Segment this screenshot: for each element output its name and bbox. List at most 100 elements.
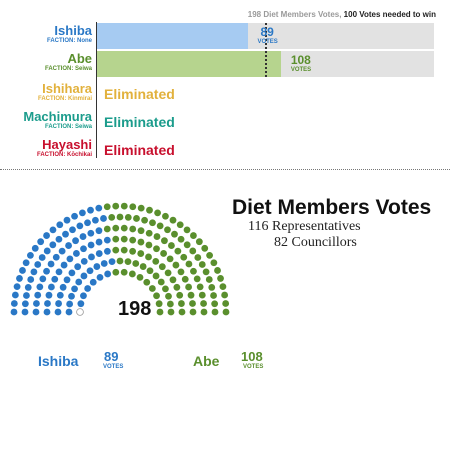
seat-dot — [30, 268, 38, 276]
seat-dot — [169, 276, 177, 284]
seat-dot — [180, 253, 188, 261]
seat-dot — [164, 269, 172, 277]
seat-dot — [166, 300, 174, 308]
bar-votes-label: VOTES — [257, 39, 278, 45]
seat-dot — [63, 216, 71, 224]
bar-abe — [97, 51, 281, 77]
seat-dot — [124, 213, 132, 221]
seat-dot — [174, 247, 182, 255]
seat-dot — [87, 206, 94, 214]
seat-dot — [76, 308, 84, 316]
seat-dot — [185, 260, 193, 268]
seat-dot — [139, 263, 147, 270]
candidate-row-ishihara: Ishihara FACTION: Kinmirai Eliminated — [0, 81, 450, 107]
summary-votes-label: VOTES — [243, 364, 264, 370]
seat-dot — [120, 235, 128, 243]
seat-dot — [22, 259, 30, 267]
seat-dot — [129, 203, 137, 211]
seat-dot — [80, 272, 88, 280]
seat-dot — [37, 238, 45, 246]
seat-dot — [86, 267, 94, 275]
seat-dot — [185, 283, 193, 291]
seat-dot — [51, 275, 59, 283]
parliament-title: Diet Members Votes — [232, 196, 432, 219]
seat-dot — [153, 245, 160, 253]
seat-dot — [137, 238, 145, 246]
seat-dot — [43, 232, 50, 239]
seat-dot — [189, 308, 197, 316]
seat-dot — [77, 300, 85, 308]
seat-dot — [89, 278, 97, 286]
seat-dot — [166, 255, 174, 263]
seat-dot — [200, 300, 207, 307]
seat-dot — [112, 268, 120, 276]
candidate-row-ishiba: Ishiba FACTION: None 89 VOTES — [0, 23, 450, 49]
seat-dot — [100, 260, 108, 267]
seat-dot — [62, 230, 69, 238]
seat-dot — [68, 269, 76, 277]
seat-dot — [145, 241, 153, 249]
seat-dot — [165, 292, 172, 300]
seat-dot — [136, 273, 144, 281]
seat-dot — [24, 284, 32, 291]
seat-dot — [75, 278, 83, 286]
seat-dot — [66, 255, 74, 263]
seat-dot — [69, 226, 76, 234]
seat-dot — [112, 224, 120, 232]
summary-name-ishiba: Ishiba — [38, 353, 79, 369]
seat-dot — [158, 263, 166, 271]
bar-value-label: 89 — [260, 25, 274, 39]
seat-dot — [217, 275, 224, 282]
bar-ishiba — [97, 23, 249, 49]
seat-dot — [137, 204, 145, 212]
seat-dot — [79, 233, 87, 240]
seat-dot — [128, 270, 136, 278]
seat-dot — [143, 278, 151, 286]
seat-dot — [58, 247, 66, 255]
seat-dot — [208, 284, 216, 291]
seat-dot — [153, 233, 161, 240]
seat-dot — [34, 291, 42, 299]
seat-dot — [120, 202, 128, 210]
seat-dot — [33, 300, 40, 307]
bar-track: 89 VOTES — [97, 23, 434, 49]
seat-dot — [112, 246, 120, 254]
seat-dot — [153, 292, 160, 300]
seat-dot — [156, 308, 164, 316]
seat-dot — [176, 221, 184, 229]
seat-dot — [103, 247, 111, 255]
seat-dot — [211, 300, 219, 308]
councillors-count: 82 Councillors — [274, 235, 357, 250]
seat-dot — [21, 308, 29, 316]
seat-dot — [68, 292, 75, 300]
candidate-faction: FACTION: None — [47, 38, 92, 44]
seat-dot — [43, 247, 51, 255]
seat-dot — [146, 206, 153, 214]
seat-dot — [137, 227, 145, 235]
seat-dot — [173, 283, 181, 291]
seat-dot — [84, 219, 91, 227]
candidate-name: Ishihara — [42, 81, 92, 96]
seat-dot — [164, 226, 171, 234]
seat-dot — [108, 258, 116, 266]
seat-dot — [55, 268, 63, 276]
seat-dot — [154, 209, 161, 217]
seat-dot — [149, 219, 156, 227]
seat-dot — [10, 308, 18, 316]
seat-dot — [45, 291, 53, 299]
seat-dot — [87, 241, 95, 249]
seat-dot — [177, 235, 185, 243]
seat-dot — [141, 216, 148, 224]
seat-dot — [210, 292, 217, 299]
total-votes-text: 198 Diet Members Votes, — [247, 10, 342, 19]
seat-dot — [44, 300, 51, 307]
seat-dot — [108, 213, 116, 221]
parliament-total: 198 — [118, 298, 152, 320]
candidate-row-abe: Abe FACTION: Seiwa 108 VOTES — [0, 51, 450, 77]
seat-dot — [169, 216, 177, 224]
seat-dot — [129, 236, 137, 244]
seat-dot — [19, 267, 26, 274]
seat-dot — [146, 267, 154, 275]
majority-line — [265, 51, 268, 77]
seat-dot — [21, 300, 29, 308]
